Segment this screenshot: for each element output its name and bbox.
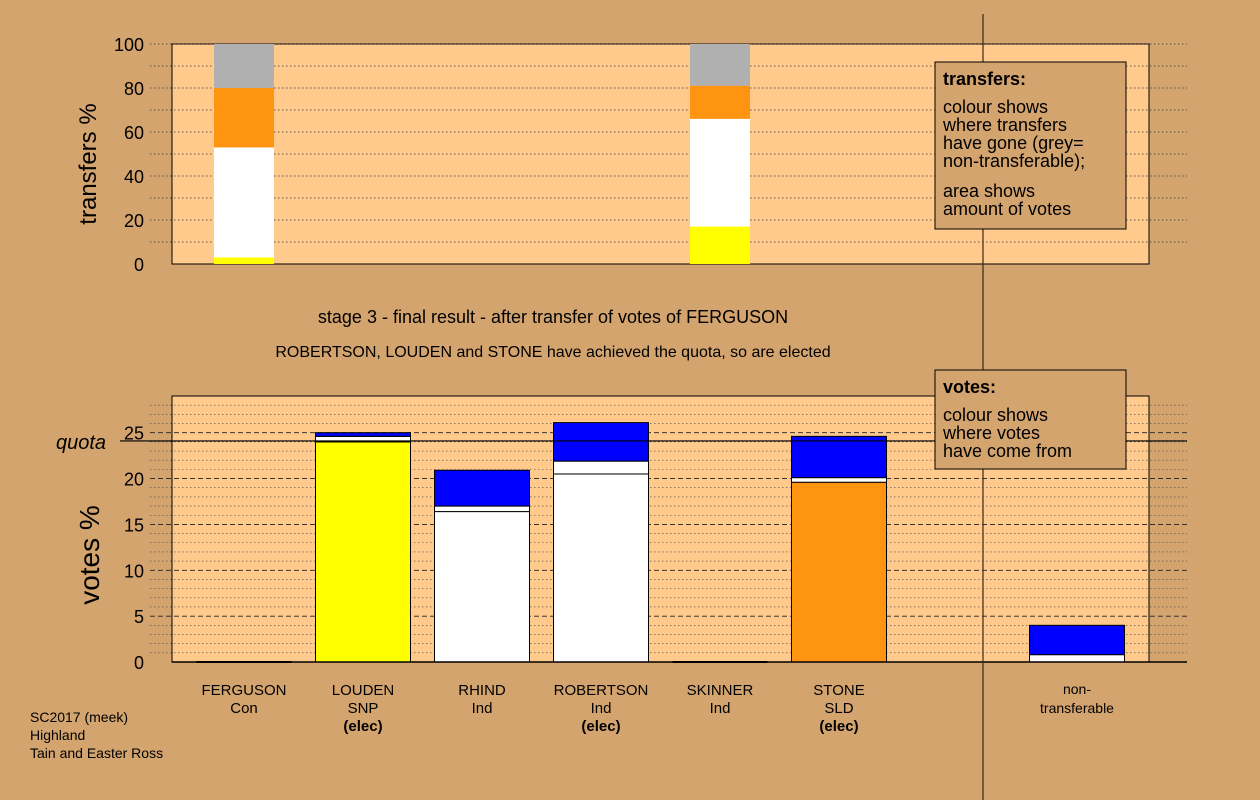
transfers-y-tick-label: 60	[124, 123, 144, 143]
transfers-y-tick-label: 0	[134, 255, 144, 275]
transfer-segment	[214, 257, 274, 264]
transfer-segment	[214, 147, 274, 258]
candidate-labels: FERGUSONConLOUDENSNP(elec)RHINDIndROBERT…	[201, 681, 1114, 735]
transfers-y-tick-label: 20	[124, 211, 144, 231]
transfers-y-tick-label: 40	[124, 167, 144, 187]
candidate-party: Ind	[591, 700, 612, 717]
votes-y-tick-label: 10	[124, 561, 144, 581]
footer-info: SC2017 (meek) Highland Tain and Easter R…	[30, 709, 163, 761]
transfers-legend-line: area shows	[943, 181, 1035, 201]
transfers-legend-line: have gone (grey=	[943, 133, 1084, 153]
stage-subtitle: ROBERTSON, LOUDEN and STONE have achieve…	[275, 344, 830, 361]
votes-y-tick-label: 20	[124, 470, 144, 490]
vote-segment	[434, 505, 530, 513]
transfers-y-ticks: 0 20 40 60 80 100	[114, 35, 144, 275]
transfers-legend-title: transfers:	[943, 69, 1026, 89]
votes-legend: votes: colour shows where votes have com…	[934, 369, 1127, 470]
transfers-legend-line: colour shows	[943, 97, 1048, 117]
candidate-party: SLD	[824, 700, 853, 717]
quota-label: quota	[56, 432, 106, 454]
vote-segment	[791, 477, 887, 483]
nontransferable-label: non-	[1063, 681, 1091, 697]
transfer-segment	[690, 118, 750, 227]
candidate-name: SKINNER	[687, 682, 754, 699]
transfers-bars	[214, 44, 750, 264]
votes-y-tick-label: 25	[124, 424, 144, 444]
candidate-name: LOUDEN	[332, 682, 395, 699]
transfer-segment	[690, 85, 750, 119]
candidate-name: RHIND	[458, 682, 506, 699]
vote-segment	[434, 469, 530, 507]
votes-legend-line: colour shows	[943, 405, 1048, 425]
votes-y-tick-label: 5	[134, 607, 144, 627]
elected-marker: (elec)	[343, 718, 382, 735]
transfers-legend: transfers: colour shows where transfers …	[934, 61, 1127, 230]
transfers-legend-line: non-transferable);	[943, 151, 1085, 171]
vote-segment	[553, 473, 649, 663]
votes-y-axis-label: votes %	[74, 505, 105, 605]
votes-bars	[196, 422, 1125, 663]
transfer-segment	[690, 226, 750, 264]
candidate-name: FERGUSON	[201, 682, 286, 699]
transfers-y-tick-label: 100	[114, 35, 144, 55]
transfers-legend-line: where transfers	[942, 115, 1067, 135]
candidate-party: Ind	[710, 700, 731, 717]
vote-segment	[1029, 654, 1125, 663]
footer-line: Tain and Easter Ross	[30, 745, 163, 761]
votes-y-ticks: 0 5 10 15 20 25	[124, 424, 144, 673]
vote-segment	[1029, 624, 1125, 656]
votes-legend-line: have come from	[943, 441, 1072, 461]
footer-line: Highland	[30, 727, 85, 743]
vote-segment	[434, 511, 530, 663]
votes-legend-title: votes:	[943, 377, 996, 397]
transfers-legend-line: amount of votes	[943, 199, 1071, 219]
nontransferable-label: transferable	[1040, 700, 1114, 716]
elected-marker: (elec)	[819, 718, 858, 735]
vote-segment	[791, 481, 887, 663]
candidate-name: STONE	[813, 682, 864, 699]
transfer-segment	[690, 44, 750, 86]
votes-y-tick-label: 0	[134, 653, 144, 673]
transfers-y-axis-label: transfers %	[75, 103, 102, 224]
transfer-segment	[214, 88, 274, 148]
vote-segment	[315, 432, 411, 437]
vote-segment	[553, 460, 649, 475]
candidate-name: ROBERTSON	[554, 682, 649, 699]
footer-line: SC2017 (meek)	[30, 709, 128, 725]
candidate-party: Con	[230, 700, 258, 717]
transfer-segment	[214, 44, 274, 88]
votes-legend-box	[934, 369, 1127, 470]
vote-segment	[553, 422, 649, 462]
vote-segment	[791, 435, 887, 479]
transfers-y-tick-label: 80	[124, 79, 144, 99]
stage-title: stage 3 - final result - after transfer …	[318, 307, 788, 327]
elected-marker: (elec)	[581, 718, 620, 735]
candidate-party: Ind	[472, 700, 493, 717]
vote-segment	[315, 441, 411, 663]
votes-legend-line: where votes	[942, 423, 1040, 443]
candidate-party: SNP	[348, 700, 379, 717]
votes-y-tick-label: 15	[124, 515, 144, 535]
transfers-legend-box	[934, 61, 1127, 230]
